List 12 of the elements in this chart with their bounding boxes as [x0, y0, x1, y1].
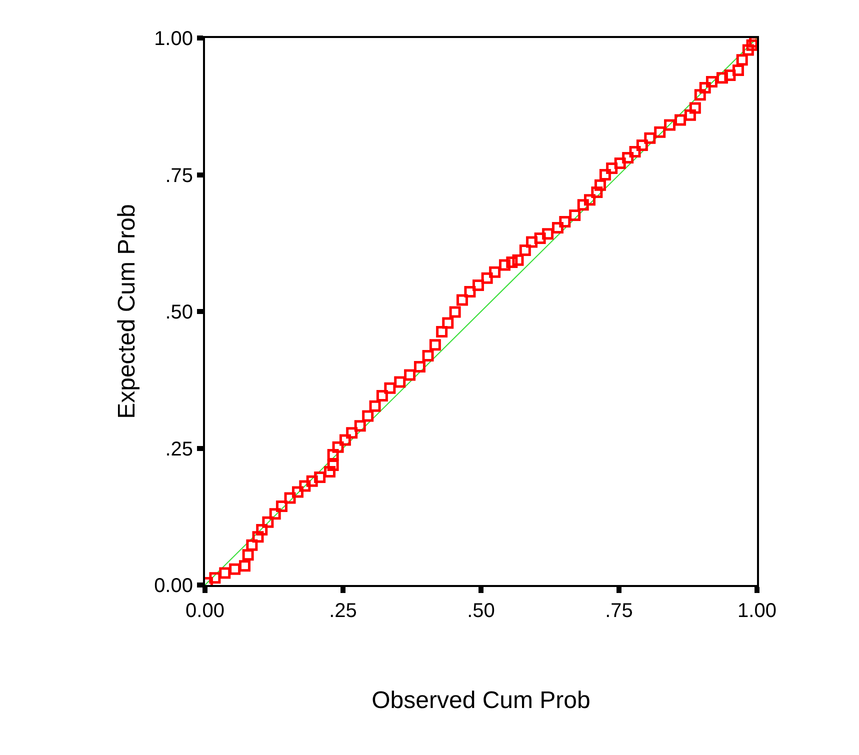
x-tick-label: 1.00	[738, 600, 776, 622]
x-tick-label: .25	[329, 600, 357, 622]
y-tick-label: .50	[165, 302, 193, 324]
y-axis-title: Expected Cum Prob	[114, 204, 141, 419]
y-tick-label: 1.00	[154, 28, 193, 50]
y-tick-label: .75	[165, 164, 193, 187]
x-tick-label: .75	[605, 600, 633, 622]
x-tick-label: .50	[467, 600, 495, 622]
y-tick-label: .25	[165, 438, 193, 460]
x-tick-label: 0.00	[186, 600, 224, 622]
x-axis-title: Observed Cum Prob	[372, 686, 590, 714]
y-tick-label: 0.00	[154, 575, 193, 597]
